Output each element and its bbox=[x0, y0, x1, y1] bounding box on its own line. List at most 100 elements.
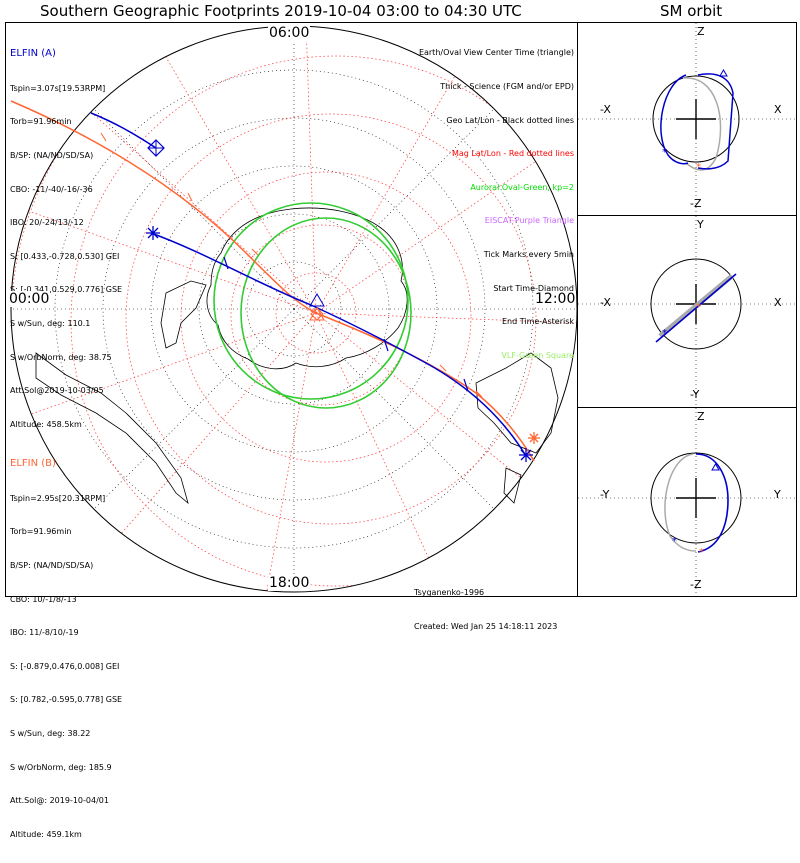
australia-coastline bbox=[475, 352, 559, 454]
elfin-a-line: Att.Sol@2019-10-03/05 bbox=[10, 386, 104, 396]
axis-label-top: Z bbox=[697, 25, 705, 38]
axis-label-right: X bbox=[774, 103, 782, 116]
elfin-b-line: CBO: 10/-1/8/-13 bbox=[10, 594, 77, 604]
axis-lines bbox=[578, 408, 796, 596]
time-label-top: 06:00 bbox=[268, 25, 311, 41]
plot-title: Southern Geographic Footprints 2019-10-0… bbox=[40, 2, 522, 20]
auroral-oval-inner bbox=[240, 217, 412, 409]
legend-item: Start Time-Diamond bbox=[493, 283, 574, 293]
elfin-b-line: Torb=91.96min bbox=[10, 527, 72, 537]
orbit-title: SM orbit bbox=[660, 2, 723, 20]
antarctica-coastline bbox=[206, 207, 408, 370]
south-america-coastline bbox=[35, 352, 189, 505]
elfin-a-orbit bbox=[655, 273, 737, 343]
legend-item: Mag Lat/Lon - Red dotted lines bbox=[451, 149, 574, 159]
axis-label-bottom: -Y bbox=[690, 388, 700, 401]
earth-circle bbox=[650, 452, 742, 544]
elfin-a-line: CBO: -11/-40/-16/-36 bbox=[10, 184, 93, 194]
elfin-b-line: B/SP: (NA/ND/SD/SA) bbox=[10, 561, 94, 571]
created-label: Created: Wed Jan 25 14:18:11 2023 bbox=[414, 622, 558, 632]
earth-circle bbox=[652, 75, 740, 163]
earth-circle bbox=[650, 258, 742, 350]
legend-item: Geo Lat/Lon - Black dotted lines bbox=[446, 115, 574, 125]
orbit-plot-yz: * * bbox=[578, 408, 796, 596]
orbit-plot-xy: * * bbox=[578, 216, 796, 407]
elfin-b-line: S: [0.782,-0.595,0.778] GSE bbox=[10, 695, 123, 705]
elfin-b-asterisk: * bbox=[696, 302, 701, 313]
new-zealand-coastline bbox=[503, 467, 522, 504]
elfin-a-info: ELFIN (A) Tspin=3.07s[19.53RPM] Torb=91.… bbox=[10, 25, 122, 453]
elfin-b-line: IBO: 11/-8/10/-19 bbox=[10, 628, 79, 638]
map-legend: Earth/Oval View Center Time (triangle) T… bbox=[419, 25, 574, 384]
elfin-b-orbit bbox=[682, 77, 722, 171]
elfin-a-end-asterisk-2 bbox=[519, 448, 533, 462]
axis-label-top: Y bbox=[697, 218, 704, 231]
peninsula-coastline bbox=[160, 280, 207, 349]
axis-label-left: -X bbox=[600, 296, 611, 309]
time-label-right: 12:00 bbox=[534, 291, 577, 307]
elfin-b-line: S: [-0.879,0.476,0.008] GEI bbox=[10, 661, 120, 671]
elfin-a-asterisk: * bbox=[662, 328, 667, 339]
elfin-a-orbit bbox=[660, 73, 734, 170]
elfin-a-line: IBO: 20/-24/13/-12 bbox=[10, 218, 84, 228]
elfin-b-end-asterisk bbox=[528, 432, 540, 444]
auroral-oval-outer bbox=[213, 202, 409, 400]
legend-item: End Time-Asterisk bbox=[501, 317, 574, 327]
footprint-map bbox=[10, 25, 577, 593]
elfin-b-orbit bbox=[658, 274, 734, 338]
orbit-panel-xz: * * Z -Z -X X bbox=[577, 22, 797, 216]
axis-label-right: Y bbox=[774, 488, 781, 501]
elfin-b-line: S w/Sun, deg: 38.22 bbox=[10, 729, 91, 739]
axis-label-top: Z bbox=[697, 410, 705, 423]
elfin-a-line: S: [0.433,-0.728,0.530] GEI bbox=[10, 251, 120, 261]
legend-item: VLF-Green Square bbox=[501, 350, 574, 360]
elfin-a-line: Tspin=3.07s[19.53RPM] bbox=[10, 83, 106, 93]
elfin-b-asterisk: * bbox=[696, 162, 701, 173]
axis-label-bottom: -Z bbox=[690, 197, 702, 210]
geo-grid bbox=[11, 26, 577, 592]
elfin-b-line: Tspin=2.95s[20.31RPM] bbox=[10, 493, 106, 503]
legend-item: Earth/Oval View Center Time (triangle) bbox=[418, 48, 574, 58]
elfin-a-orbit bbox=[695, 453, 729, 553]
elfin-a-start-diamond bbox=[147, 139, 165, 157]
elfin-a-marker bbox=[711, 463, 720, 471]
elfin-a-ticks bbox=[223, 256, 469, 392]
legend-item: EISCAT-Purple Triangle bbox=[484, 216, 574, 226]
elfin-a-track bbox=[90, 112, 527, 457]
elfin-a-header: ELFIN (A) bbox=[10, 48, 56, 60]
elfin-a-end-asterisk bbox=[146, 226, 160, 240]
time-label-bottom: 18:00 bbox=[268, 575, 311, 591]
elfin-a-line: Torb=91.96min bbox=[10, 117, 72, 127]
footprint-map-panel: ELFIN (A) Tspin=3.07s[19.53RPM] Torb=91.… bbox=[5, 22, 578, 839]
legend-item: Auroral Oval-Green, kp=2 bbox=[470, 182, 574, 192]
elfin-a-asterisk: * bbox=[662, 147, 667, 158]
elfin-a-line: S w/OrbNorm, deg: 38.75 bbox=[10, 352, 112, 362]
orbit-panel-xy: * * Y -Y -X X bbox=[577, 215, 797, 408]
model-label: Tsyganenko-1996 bbox=[414, 588, 485, 598]
axis-label-left: -Y bbox=[600, 488, 610, 501]
axis-label-bottom: -Z bbox=[690, 578, 702, 591]
elfin-a-asterisk: * bbox=[672, 536, 677, 547]
axis-label-left: -X bbox=[600, 103, 611, 116]
elfin-a-line: Altitude: 458.5km bbox=[10, 419, 82, 429]
elfin-a-line: B/SP: (NA/ND/SD/SA) bbox=[10, 151, 94, 161]
legend-item: Tick Marks every 5min bbox=[483, 250, 574, 260]
legend-item: Thick - Science (FGM and/or EPD) bbox=[440, 82, 574, 92]
elfin-a-marker bbox=[719, 69, 728, 77]
elfin-a-line: S: [-0.341,0.529,0.776] GSE bbox=[10, 285, 123, 295]
axis-lines bbox=[578, 216, 796, 407]
elfin-b-line: S w/OrbNorm, deg: 185.9 bbox=[10, 762, 112, 772]
view-center-marker bbox=[309, 293, 325, 321]
map-footer: Tsyganenko-1996 Created: Wed Jan 25 14:1… bbox=[414, 565, 557, 655]
elfin-b-orbit bbox=[664, 453, 697, 552]
elfin-b-header: ELFIN (B) bbox=[10, 458, 56, 470]
orbit-plot-xz: * * bbox=[578, 23, 796, 215]
elfin-b-asterisk: * bbox=[699, 547, 704, 558]
axis-label-right: X bbox=[774, 296, 782, 309]
elfin-b-info: ELFIN (B) Tspin=2.95s[20.31RPM] Torb=91.… bbox=[10, 435, 122, 863]
elfin-b-ticks bbox=[100, 132, 483, 398]
time-label-left: 00:00 bbox=[8, 291, 51, 307]
elfin-b-line: Att.Sol@: 2019-10-04/01 bbox=[10, 796, 109, 806]
orbit-panel-yz: * * Z -Z -Y Y bbox=[577, 407, 797, 597]
elfin-b-line: Altitude: 459.1km bbox=[10, 829, 82, 839]
